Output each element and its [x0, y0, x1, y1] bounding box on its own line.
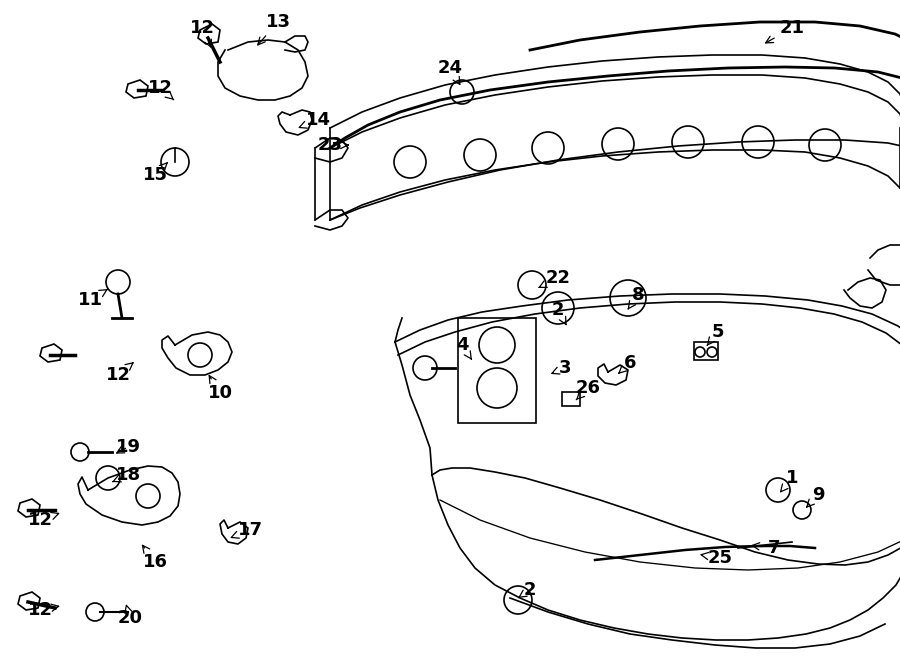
- Text: 1: 1: [780, 469, 798, 492]
- Circle shape: [161, 148, 189, 176]
- Text: 19: 19: [115, 438, 140, 456]
- Circle shape: [450, 80, 474, 104]
- FancyBboxPatch shape: [562, 392, 580, 406]
- Text: 22: 22: [539, 269, 571, 288]
- Circle shape: [71, 443, 89, 461]
- Text: 16: 16: [142, 545, 167, 571]
- Text: 15: 15: [142, 163, 167, 184]
- Circle shape: [106, 270, 130, 294]
- Text: 18: 18: [112, 466, 140, 484]
- Circle shape: [96, 466, 120, 490]
- Text: 25: 25: [701, 549, 733, 567]
- Polygon shape: [18, 592, 40, 610]
- Circle shape: [86, 603, 104, 621]
- Text: 2: 2: [552, 301, 566, 325]
- Text: 9: 9: [806, 486, 824, 507]
- Circle shape: [542, 292, 574, 324]
- Polygon shape: [40, 344, 62, 362]
- Text: 12: 12: [28, 511, 58, 529]
- Text: 4: 4: [455, 336, 472, 360]
- Text: 12: 12: [190, 19, 214, 47]
- Text: 12: 12: [28, 601, 58, 619]
- Circle shape: [793, 501, 811, 519]
- Text: 12: 12: [105, 363, 133, 384]
- Polygon shape: [18, 499, 40, 517]
- Text: 6: 6: [618, 354, 636, 373]
- Text: 2: 2: [518, 581, 536, 599]
- Text: 17: 17: [231, 521, 263, 539]
- Text: 26: 26: [575, 379, 600, 400]
- Text: 11: 11: [77, 290, 108, 309]
- Text: 7: 7: [752, 539, 780, 557]
- Text: 5: 5: [707, 323, 724, 345]
- Text: 14: 14: [300, 111, 330, 129]
- Text: 3: 3: [552, 359, 572, 377]
- Text: 8: 8: [628, 286, 644, 309]
- Text: 20: 20: [118, 605, 142, 627]
- Text: 23: 23: [318, 136, 348, 154]
- FancyBboxPatch shape: [694, 342, 718, 360]
- Circle shape: [413, 356, 437, 380]
- Polygon shape: [198, 24, 220, 44]
- Circle shape: [518, 271, 546, 299]
- Circle shape: [504, 586, 532, 614]
- Text: 24: 24: [437, 59, 463, 85]
- Text: 13: 13: [257, 13, 291, 45]
- Circle shape: [766, 478, 790, 502]
- Polygon shape: [126, 80, 148, 98]
- Text: 21: 21: [766, 19, 805, 43]
- Text: 12: 12: [148, 79, 174, 100]
- Text: 10: 10: [208, 375, 232, 402]
- Circle shape: [610, 280, 646, 316]
